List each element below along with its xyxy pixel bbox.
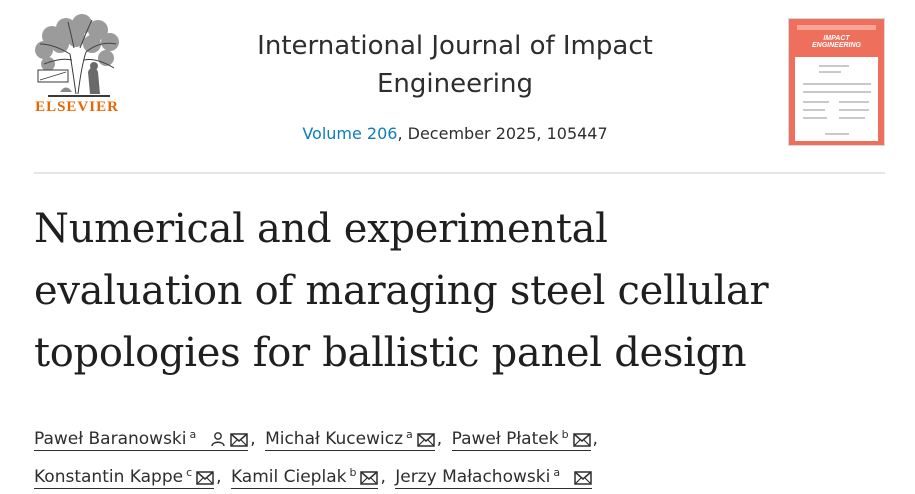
journal-title: International Journal of Impact Engineer… (205, 28, 705, 103)
elsevier-tree-logo[interactable] (30, 14, 124, 118)
journal-cover-image[interactable]: IMPACT ENGINEERING (788, 18, 885, 146)
cover-title: IMPACT ENGINEERING (789, 35, 884, 50)
author-list: Paweł Baranowski a, Michał Kucewicz a, Paw… (34, 428, 598, 489)
affiliation-marker: a (553, 466, 561, 479)
affiliation-marker: b (349, 466, 357, 479)
author-link[interactable]: Kamil Cieplak b (230, 466, 379, 489)
journal-issue-info: Volume 206, December 2025, 105447 (205, 124, 705, 143)
cover-contents-panel (795, 57, 878, 141)
cover-title-line-2: ENGINEERING (811, 42, 861, 50)
cover-title-line-1: IMPACT (823, 35, 850, 42)
envelope-icon (196, 471, 214, 485)
cover-header-band (797, 25, 876, 30)
envelope-icon (572, 433, 591, 447)
article-title-line-3: topologies for ballistic panel design (34, 330, 747, 376)
envelope-icon (360, 471, 379, 485)
journal-title-link[interactable]: International Journal of Impact Engineer… (257, 31, 653, 99)
journal-title-line-2: Engineering (377, 68, 533, 99)
affiliation-marker: a (189, 428, 197, 441)
author-link[interactable]: Konstantin Kappe c (34, 466, 215, 489)
volume-link[interactable]: Volume 206 (302, 124, 398, 143)
article-title-line-1: Numerical and experimental (34, 206, 608, 252)
person-icon (211, 432, 225, 447)
author-link[interactable]: Michał Kucewicz a (265, 428, 435, 451)
envelope-icon (574, 471, 592, 485)
header-divider (34, 172, 885, 174)
article-title-line-2: evaluation of maraging steel cellular (34, 268, 769, 314)
author-link[interactable]: Jerzy Małachowski a (395, 466, 593, 489)
author-link[interactable]: Paweł Płatek b (451, 428, 591, 451)
envelope-icon (417, 433, 435, 447)
publisher-wordmark: ELSEVIER (35, 99, 119, 115)
issue-details: , December 2025, 105447 (397, 124, 608, 143)
journal-title-line-1: International Journal of Impact (257, 31, 653, 61)
article-title: Numerical and experimental evaluation of… (34, 198, 894, 384)
envelope-icon (230, 433, 248, 447)
affiliation-marker: b (561, 428, 569, 441)
author-link[interactable]: Paweł Baranowski a (34, 428, 249, 451)
affiliation-marker: a (406, 428, 413, 441)
affiliation-marker: c (186, 466, 193, 479)
